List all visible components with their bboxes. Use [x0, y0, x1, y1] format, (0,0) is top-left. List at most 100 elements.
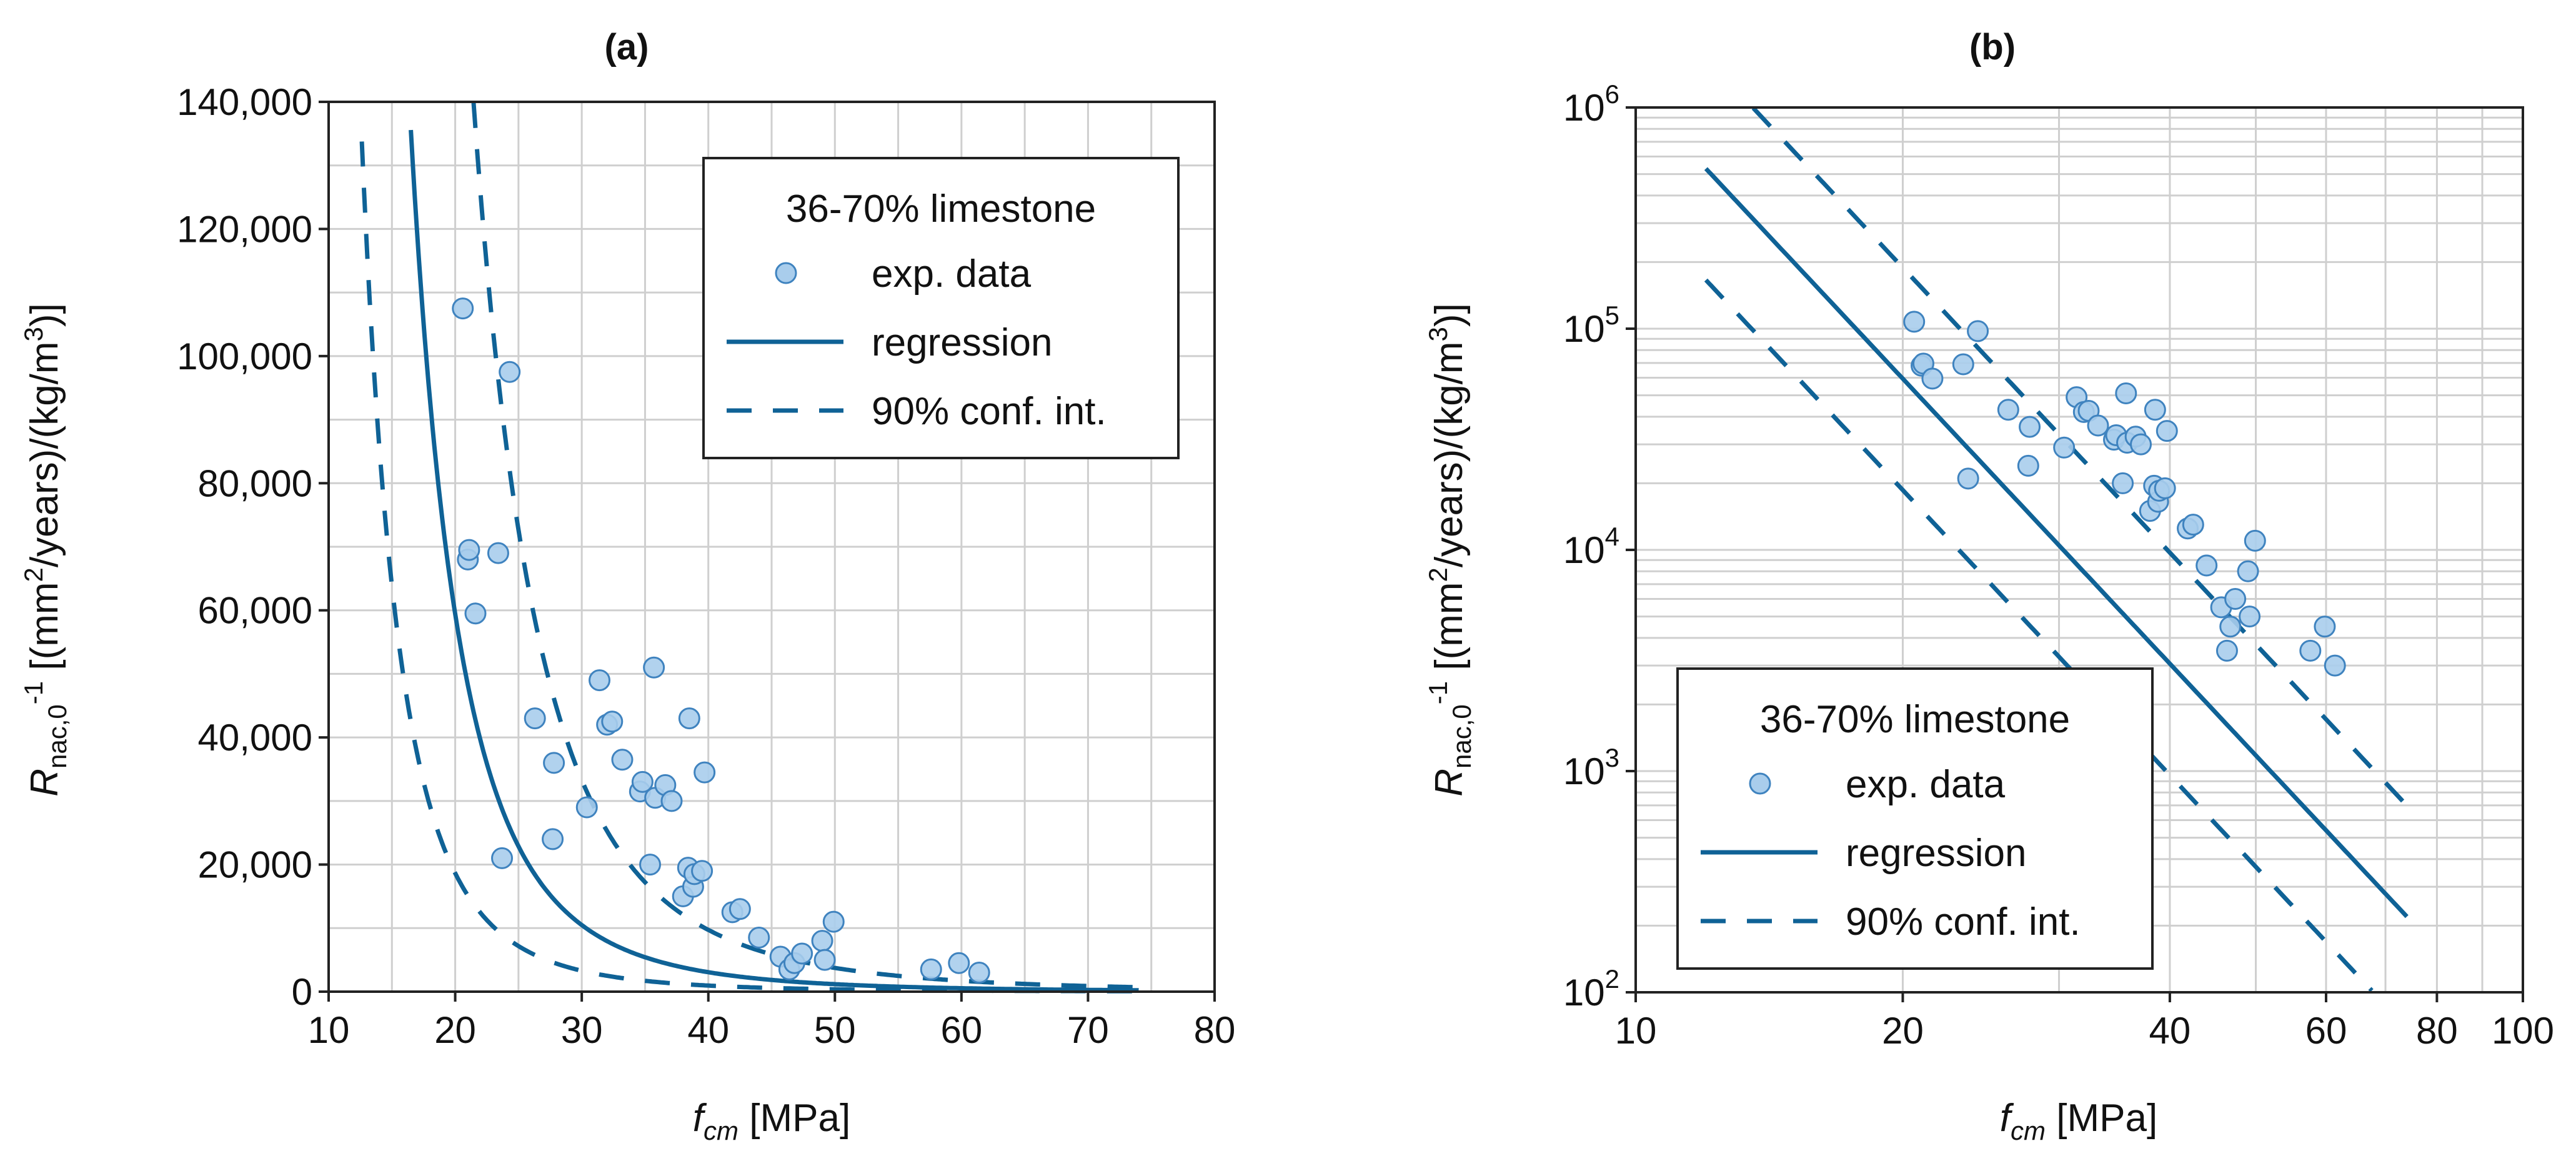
y-tick-label-b-4: 106 — [1563, 79, 1619, 129]
x-tick-label-b-4: 80 — [2416, 1010, 2458, 1052]
legend-title-b: 36-70% limestone — [1760, 698, 2070, 741]
data-point-b-30 — [2182, 514, 2204, 536]
data-point-a-9 — [543, 752, 565, 774]
x-axis-label-b: fcm [MPa] — [2000, 1097, 2157, 1145]
data-point-a-24 — [678, 707, 700, 730]
data-point-a-21 — [660, 790, 683, 812]
data-point-a-11 — [589, 669, 611, 692]
y-tick-label-b-2: 104 — [1563, 522, 1619, 571]
data-point-b-4 — [1952, 353, 1974, 376]
data-point-b-7 — [1997, 399, 2019, 421]
data-point-a-0 — [452, 297, 474, 320]
chart-panel-b: 10 20 40 60 80 100 102 103 104 105 106 (b) fcm [MP… — [1423, 27, 2554, 1145]
data-point-a-6 — [499, 361, 521, 383]
data-point-a-39 — [920, 958, 942, 980]
legend-label-conf-b: 90% conf. int. — [1846, 900, 2081, 944]
y-tick-label-a-1: 20,000 — [197, 844, 312, 886]
data-point-b-3 — [1921, 367, 1944, 390]
y-tick-label-a-4: 80,000 — [197, 462, 312, 504]
data-point-b-28 — [2156, 420, 2178, 442]
data-point-b-31 — [2196, 554, 2218, 577]
data-point-a-37 — [813, 949, 836, 971]
data-point-a-10 — [575, 796, 598, 819]
series-a — [359, 102, 1139, 994]
data-point-a-13 — [601, 710, 624, 733]
data-point-a-5 — [491, 847, 514, 869]
y-tick-label-a-6: 120,000 — [177, 208, 312, 250]
data-point-b-27 — [2154, 477, 2176, 499]
data-point-b-21 — [2130, 433, 2152, 456]
data-point-b-35 — [2224, 588, 2247, 610]
y-tick-label-a-0: 0 — [292, 971, 312, 1013]
y-tick-label-b-1: 103 — [1563, 743, 1619, 792]
data-point-b-41 — [2324, 654, 2346, 677]
data-point-b-9 — [2019, 416, 2041, 438]
x-tick-label-a-3: 40 — [687, 1009, 729, 1051]
data-point-b-0 — [1903, 311, 1926, 333]
y-tick-label-a-2: 40,000 — [197, 717, 312, 759]
data-point-a-8 — [542, 828, 564, 850]
data-point-b-38 — [2244, 529, 2266, 552]
legend-b: 36-70% limestone exp. data regression 90… — [1676, 667, 2154, 970]
x-tick-label-b-5: 100 — [2492, 1010, 2554, 1052]
x-tick-label-a-0: 10 — [308, 1009, 350, 1051]
data-point-a-41 — [968, 961, 990, 984]
data-point-a-18 — [643, 656, 665, 679]
regression-line-a — [409, 129, 1139, 993]
x-tick-label-a-1: 20 — [434, 1009, 476, 1051]
data-point-a-3 — [464, 602, 487, 625]
y-tick-label-b-3: 105 — [1563, 301, 1619, 350]
data-point-a-28 — [694, 761, 716, 784]
conf-lower-line-b — [1704, 278, 2374, 992]
data-point-b-18 — [2115, 382, 2137, 405]
data-point-b-39 — [2299, 639, 2322, 662]
data-point-a-30 — [729, 898, 751, 920]
data-point-b-36 — [2237, 560, 2259, 582]
data-point-a-38 — [822, 910, 845, 933]
legend-label-regression-a: regression — [872, 321, 1052, 364]
data-point-b-8 — [2017, 454, 2039, 477]
legend-label-regression-b: regression — [1846, 832, 2026, 875]
tick-labels-b: 10 20 40 60 80 100 102 103 104 105 106 — [1563, 79, 2554, 1052]
data-point-a-35 — [791, 942, 813, 965]
plot-frame-b — [1634, 106, 2524, 994]
data-point-b-5 — [1957, 467, 1979, 490]
x-axis-label-a: fcm [MPa] — [693, 1097, 850, 1145]
legend-marker-exp-a — [775, 262, 797, 284]
series-b — [1704, 106, 2409, 992]
x-tick-label-b-3: 60 — [2305, 1010, 2347, 1052]
y-tick-label-a-3: 60,000 — [197, 590, 312, 632]
legend-box-b — [1676, 667, 2154, 970]
y-tick-label-a-5: 100,000 — [177, 336, 312, 377]
plot-frame-a — [327, 101, 1216, 993]
x-tick-label-a-4: 50 — [814, 1009, 856, 1051]
chart-title-b: (b) — [1969, 27, 2016, 67]
data-point-b-40 — [2314, 615, 2336, 638]
x-tick-label-a-2: 30 — [561, 1009, 603, 1051]
legend-box-a — [702, 157, 1180, 459]
data-point-a-36 — [811, 930, 833, 952]
data-point-b-24 — [2144, 399, 2166, 421]
data-point-a-2 — [458, 539, 480, 561]
y-axis-label-b: Rnac,0-1 [(mm2/years)/(kg/m3)] — [1423, 303, 1476, 797]
tick-labels-a: 10 20 30 40 50 60 70 80 0 20,000 40,000 60,000 80,00… — [177, 81, 1235, 1051]
y-tick-label-a-7: 140,000 — [177, 81, 312, 123]
data-point-b-34 — [2219, 615, 2242, 638]
conf-lower-line-a — [359, 141, 1139, 994]
legend-label-exp-a: exp. data — [872, 252, 1032, 296]
data-point-a-31 — [748, 927, 770, 949]
legend-a: 36-70% limestone exp. data regression 90… — [702, 157, 1180, 459]
y-axis-label-a: Rnac,0-1 [(mm2/years)/(kg/m3)] — [19, 303, 72, 797]
data-point-a-17 — [639, 854, 662, 876]
data-point-b-6 — [1967, 320, 1989, 342]
data-point-a-7 — [524, 707, 546, 730]
data-point-a-16 — [631, 770, 654, 793]
y-tick-label-b-0: 102 — [1563, 964, 1619, 1014]
data-point-b-10 — [2053, 436, 2076, 459]
x-tick-label-a-7: 80 — [1194, 1009, 1236, 1051]
data-point-b-37 — [2239, 605, 2261, 628]
data-point-a-14 — [611, 749, 634, 771]
data-point-b-33 — [2215, 639, 2238, 662]
x-tick-label-b-0: 10 — [1615, 1010, 1657, 1052]
conf-upper-line-b — [1751, 106, 2409, 807]
